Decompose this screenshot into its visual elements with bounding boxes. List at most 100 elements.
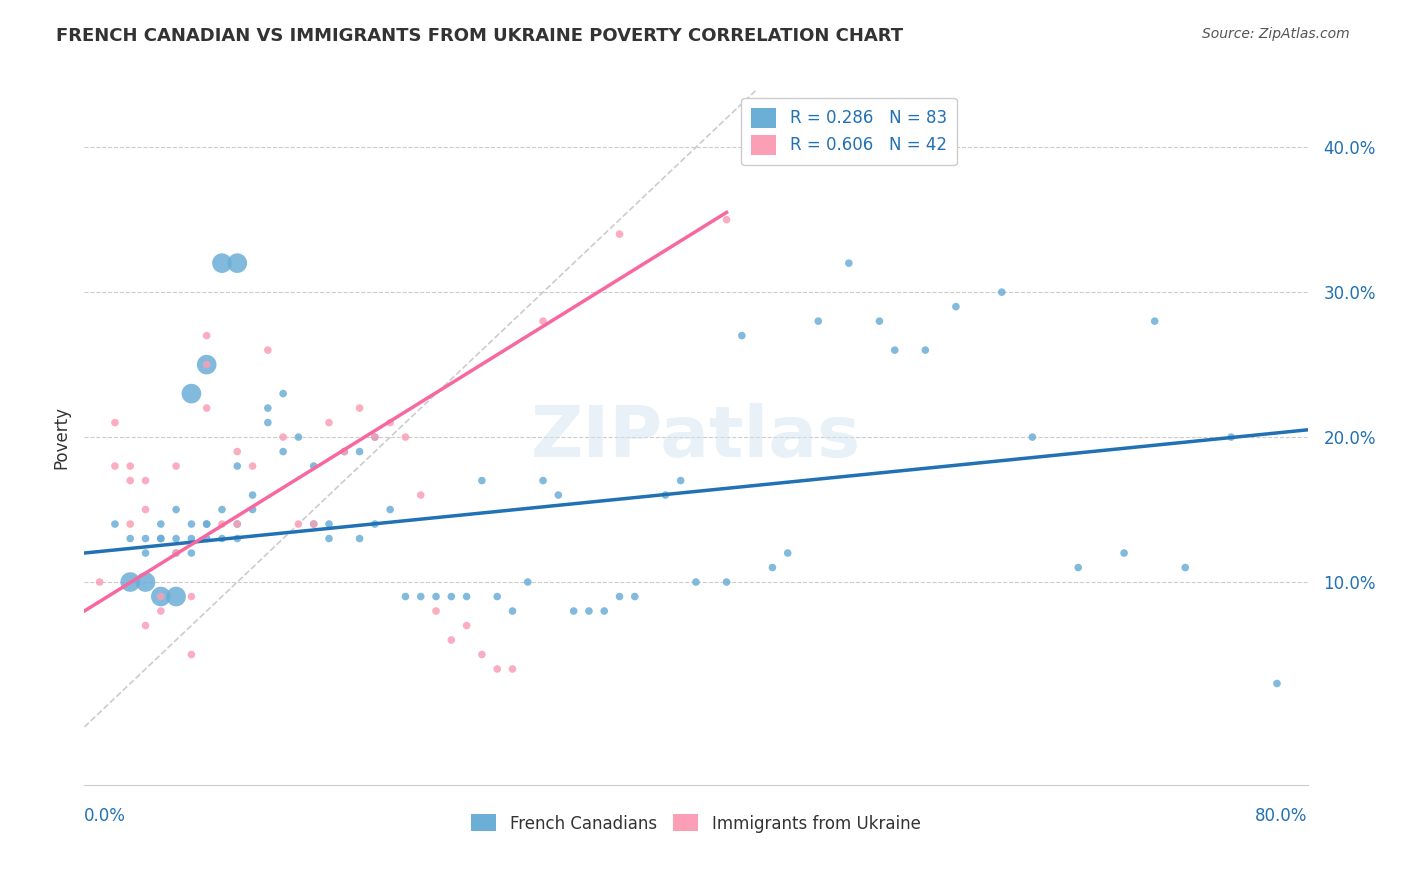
Point	[195, 516, 218, 531]
Point	[716, 574, 738, 589]
Point	[456, 590, 478, 604]
Point	[149, 590, 172, 604]
Point	[226, 516, 249, 531]
Point	[578, 604, 600, 618]
Text: 80.0%: 80.0%	[1256, 806, 1308, 825]
Point	[547, 488, 569, 502]
Point	[471, 648, 494, 662]
Point	[211, 532, 233, 546]
Point	[180, 590, 202, 604]
Point	[195, 358, 218, 372]
Point	[776, 546, 799, 560]
Point	[1220, 430, 1243, 444]
Point	[195, 532, 218, 546]
Point	[1143, 314, 1166, 328]
Point	[135, 502, 157, 516]
Point	[654, 488, 676, 502]
Point	[380, 502, 402, 516]
Point	[180, 648, 202, 662]
Point	[302, 458, 325, 473]
Point	[716, 212, 738, 227]
Point	[409, 590, 432, 604]
Point	[425, 590, 447, 604]
Point	[761, 560, 783, 574]
Legend: French Canadians, Immigrants from Ukraine: French Canadians, Immigrants from Ukrain…	[464, 808, 928, 839]
Point	[165, 590, 187, 604]
Point	[195, 358, 218, 372]
Point	[914, 343, 936, 357]
Point	[120, 574, 142, 589]
Point	[440, 590, 463, 604]
Point	[149, 604, 172, 618]
Point	[333, 444, 356, 458]
Point	[165, 546, 187, 560]
Point	[287, 430, 309, 444]
Point	[271, 386, 294, 401]
Point	[226, 532, 249, 546]
Point	[869, 314, 891, 328]
Point	[380, 416, 402, 430]
Point	[624, 590, 647, 604]
Point	[302, 516, 325, 531]
Point	[120, 516, 142, 531]
Point	[1174, 560, 1197, 574]
Point	[120, 474, 142, 488]
Point	[180, 516, 202, 531]
Y-axis label: Poverty: Poverty	[52, 406, 70, 468]
Point	[333, 444, 356, 458]
Point	[226, 444, 249, 458]
Point	[180, 546, 202, 560]
Point	[257, 343, 280, 357]
Point	[1114, 546, 1136, 560]
Point	[364, 430, 387, 444]
Point	[165, 458, 187, 473]
Point	[349, 532, 371, 546]
Point	[364, 516, 387, 531]
Point	[1067, 560, 1090, 574]
Point	[242, 502, 264, 516]
Point	[195, 401, 218, 415]
Point	[149, 532, 172, 546]
Point	[165, 502, 187, 516]
Point	[456, 618, 478, 632]
Point	[257, 401, 280, 415]
Point	[195, 328, 218, 343]
Point	[287, 516, 309, 531]
Point	[104, 458, 127, 473]
Point	[120, 532, 142, 546]
Point	[318, 516, 340, 531]
Point	[991, 285, 1014, 299]
Point	[211, 502, 233, 516]
Point	[257, 416, 280, 430]
Point	[409, 488, 432, 502]
Point	[89, 574, 111, 589]
Point	[211, 256, 233, 270]
Point	[104, 516, 127, 531]
Point	[318, 532, 340, 546]
Point	[394, 590, 416, 604]
Point	[135, 474, 157, 488]
Point	[945, 300, 967, 314]
Text: ZIPatlas: ZIPatlas	[531, 402, 860, 472]
Point	[349, 401, 371, 415]
Point	[609, 590, 631, 604]
Point	[135, 574, 157, 589]
Point	[302, 516, 325, 531]
Point	[149, 590, 172, 604]
Point	[195, 516, 218, 531]
Point	[486, 662, 509, 676]
Point	[685, 574, 707, 589]
Point	[149, 532, 172, 546]
Point	[271, 430, 294, 444]
Point	[562, 604, 585, 618]
Point	[104, 416, 127, 430]
Point	[516, 574, 538, 589]
Point	[226, 458, 249, 473]
Point	[731, 328, 754, 343]
Point	[242, 488, 264, 502]
Point	[180, 532, 202, 546]
Point	[165, 546, 187, 560]
Point	[364, 430, 387, 444]
Point	[135, 532, 157, 546]
Point	[211, 516, 233, 531]
